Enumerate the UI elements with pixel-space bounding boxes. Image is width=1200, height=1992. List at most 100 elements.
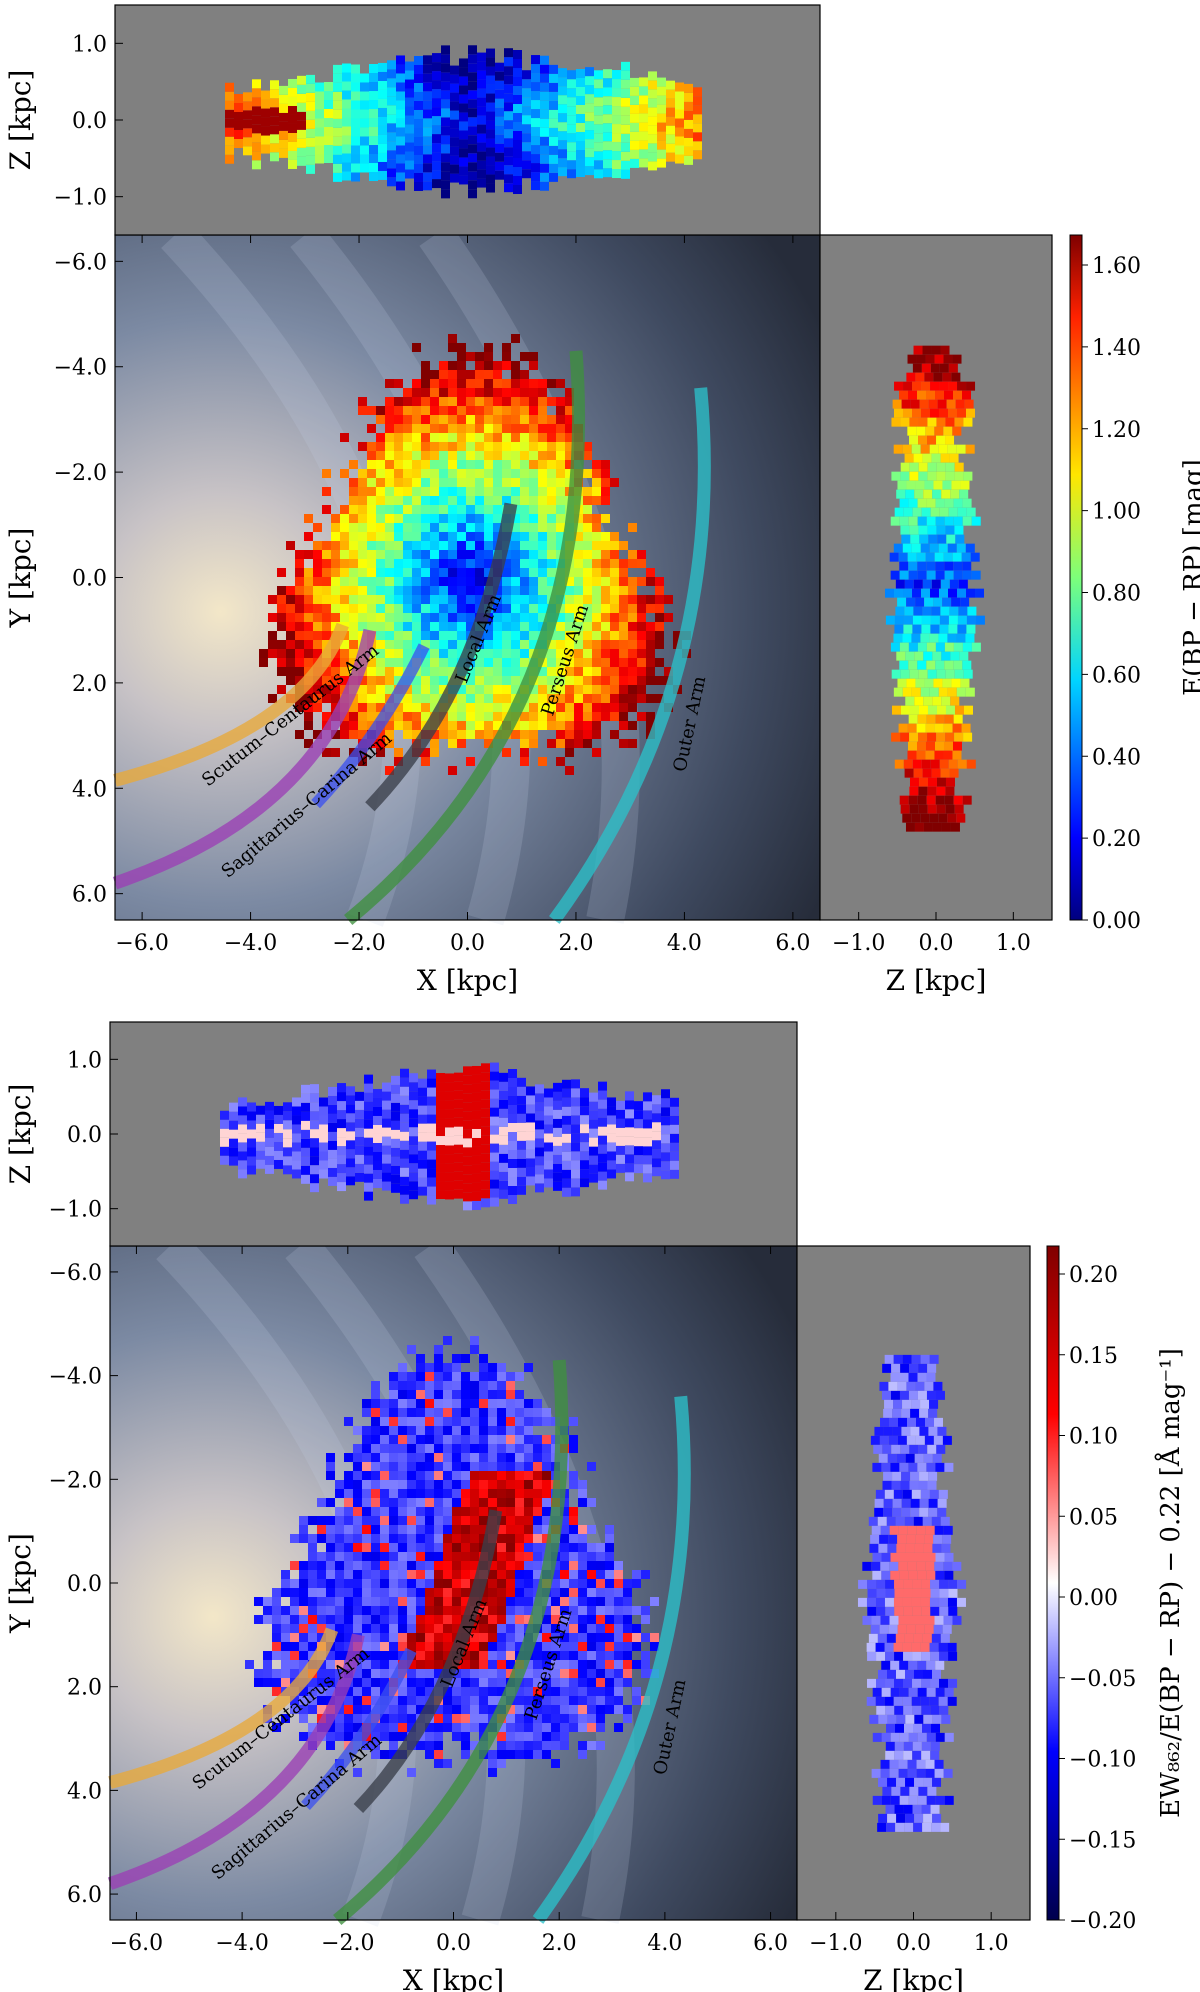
top-pixel xyxy=(630,131,639,141)
top-pixel xyxy=(526,1122,535,1132)
top-pixel xyxy=(486,57,495,67)
map-pixel xyxy=(380,1579,389,1588)
map-pixel xyxy=(376,505,385,514)
map-pixel xyxy=(515,1453,524,1462)
map-pixel xyxy=(434,1507,443,1516)
map-pixel xyxy=(452,1363,461,1372)
side-pixel xyxy=(879,1624,889,1634)
map-pixel xyxy=(331,577,340,586)
side-pixel xyxy=(898,1615,908,1625)
side-pixel xyxy=(895,1669,905,1679)
top-pixel xyxy=(441,90,450,100)
top-pixel xyxy=(436,1073,445,1083)
side-pixel xyxy=(866,1642,876,1652)
map-pixel xyxy=(290,1624,299,1633)
side-pixel xyxy=(930,759,940,769)
map-pixel xyxy=(281,1588,290,1597)
map-pixel xyxy=(628,595,637,604)
top-pixel xyxy=(279,148,288,158)
map-pixel xyxy=(502,496,511,505)
map-pixel xyxy=(326,1741,335,1750)
map-pixel xyxy=(362,1651,371,1660)
map-pixel xyxy=(398,1435,407,1444)
side-pixel xyxy=(919,1471,929,1481)
side-pixel xyxy=(899,516,909,526)
map-pixel xyxy=(353,1723,362,1732)
map-pixel xyxy=(358,469,367,478)
side-pixel xyxy=(910,1498,920,1508)
side-pixel xyxy=(884,1597,894,1607)
map-pixel xyxy=(569,1444,578,1453)
side-pixel xyxy=(887,1714,897,1724)
map-pixel xyxy=(556,703,565,712)
map-pixel xyxy=(466,478,475,487)
top-pixel xyxy=(513,140,522,150)
map-pixel xyxy=(538,559,547,568)
side-pixel xyxy=(930,1705,940,1715)
map-pixel xyxy=(335,1606,344,1615)
top-pixel xyxy=(355,1109,364,1119)
side-pixel xyxy=(920,408,930,418)
map-pixel xyxy=(569,1723,578,1732)
map-pixel xyxy=(371,1588,380,1597)
map-pixel xyxy=(313,685,322,694)
top-pixel xyxy=(436,1145,445,1155)
map-pixel xyxy=(421,523,430,532)
map-pixel xyxy=(560,1687,569,1696)
top-pixel xyxy=(693,132,702,142)
map-pixel xyxy=(511,631,520,640)
map-pixel xyxy=(398,1624,407,1633)
top-pixel xyxy=(598,1081,607,1091)
top-pixel xyxy=(576,158,585,168)
map-pixel xyxy=(407,1606,416,1615)
map-pixel xyxy=(592,469,601,478)
side-pixel xyxy=(947,408,957,418)
y-tick-label: −4.0 xyxy=(49,1365,102,1390)
top-pixel xyxy=(310,1093,319,1103)
side-pixel xyxy=(875,1489,885,1499)
top-pixel xyxy=(535,1138,544,1148)
top-pixel xyxy=(283,1120,292,1130)
map-pixel xyxy=(308,1624,317,1633)
map-pixel xyxy=(524,1705,533,1714)
map-pixel xyxy=(524,1741,533,1750)
y-axis-label: Y [kpc] xyxy=(4,528,37,629)
map-pixel xyxy=(452,1417,461,1426)
top-pixel xyxy=(544,1124,553,1134)
map-pixel xyxy=(614,1633,623,1642)
top-pixel xyxy=(225,100,234,110)
map-pixel xyxy=(412,532,421,541)
map-pixel xyxy=(389,1381,398,1390)
map-pixel xyxy=(619,676,628,685)
side-pixel xyxy=(875,1642,885,1652)
map-pixel xyxy=(290,1579,299,1588)
map-pixel xyxy=(371,1741,380,1750)
top-pixel xyxy=(576,122,585,132)
side-pixel xyxy=(875,1597,885,1607)
side-pixel xyxy=(897,1624,907,1634)
map-pixel xyxy=(497,1399,506,1408)
map-pixel xyxy=(614,1561,623,1570)
top-pixel xyxy=(639,95,648,105)
map-pixel xyxy=(506,1651,515,1660)
top-pixel xyxy=(594,79,603,89)
map-pixel xyxy=(493,415,502,424)
side-pixel xyxy=(917,714,927,724)
top-pixel xyxy=(315,136,324,146)
map-pixel xyxy=(385,667,394,676)
top-pixel xyxy=(247,1156,256,1166)
top-pixel xyxy=(360,127,369,137)
top-pixel xyxy=(567,88,576,98)
top-pixel xyxy=(265,1128,274,1138)
map-pixel xyxy=(349,577,358,586)
top-pixel xyxy=(351,118,360,128)
map-pixel xyxy=(281,1660,290,1669)
top-pixel xyxy=(369,154,378,164)
side-pixel xyxy=(926,1732,936,1742)
map-pixel xyxy=(299,1714,308,1723)
top-pixel xyxy=(648,161,657,171)
map-pixel xyxy=(448,460,457,469)
map-pixel xyxy=(403,541,412,550)
map-pixel xyxy=(596,1741,605,1750)
top-pixel xyxy=(603,78,612,88)
